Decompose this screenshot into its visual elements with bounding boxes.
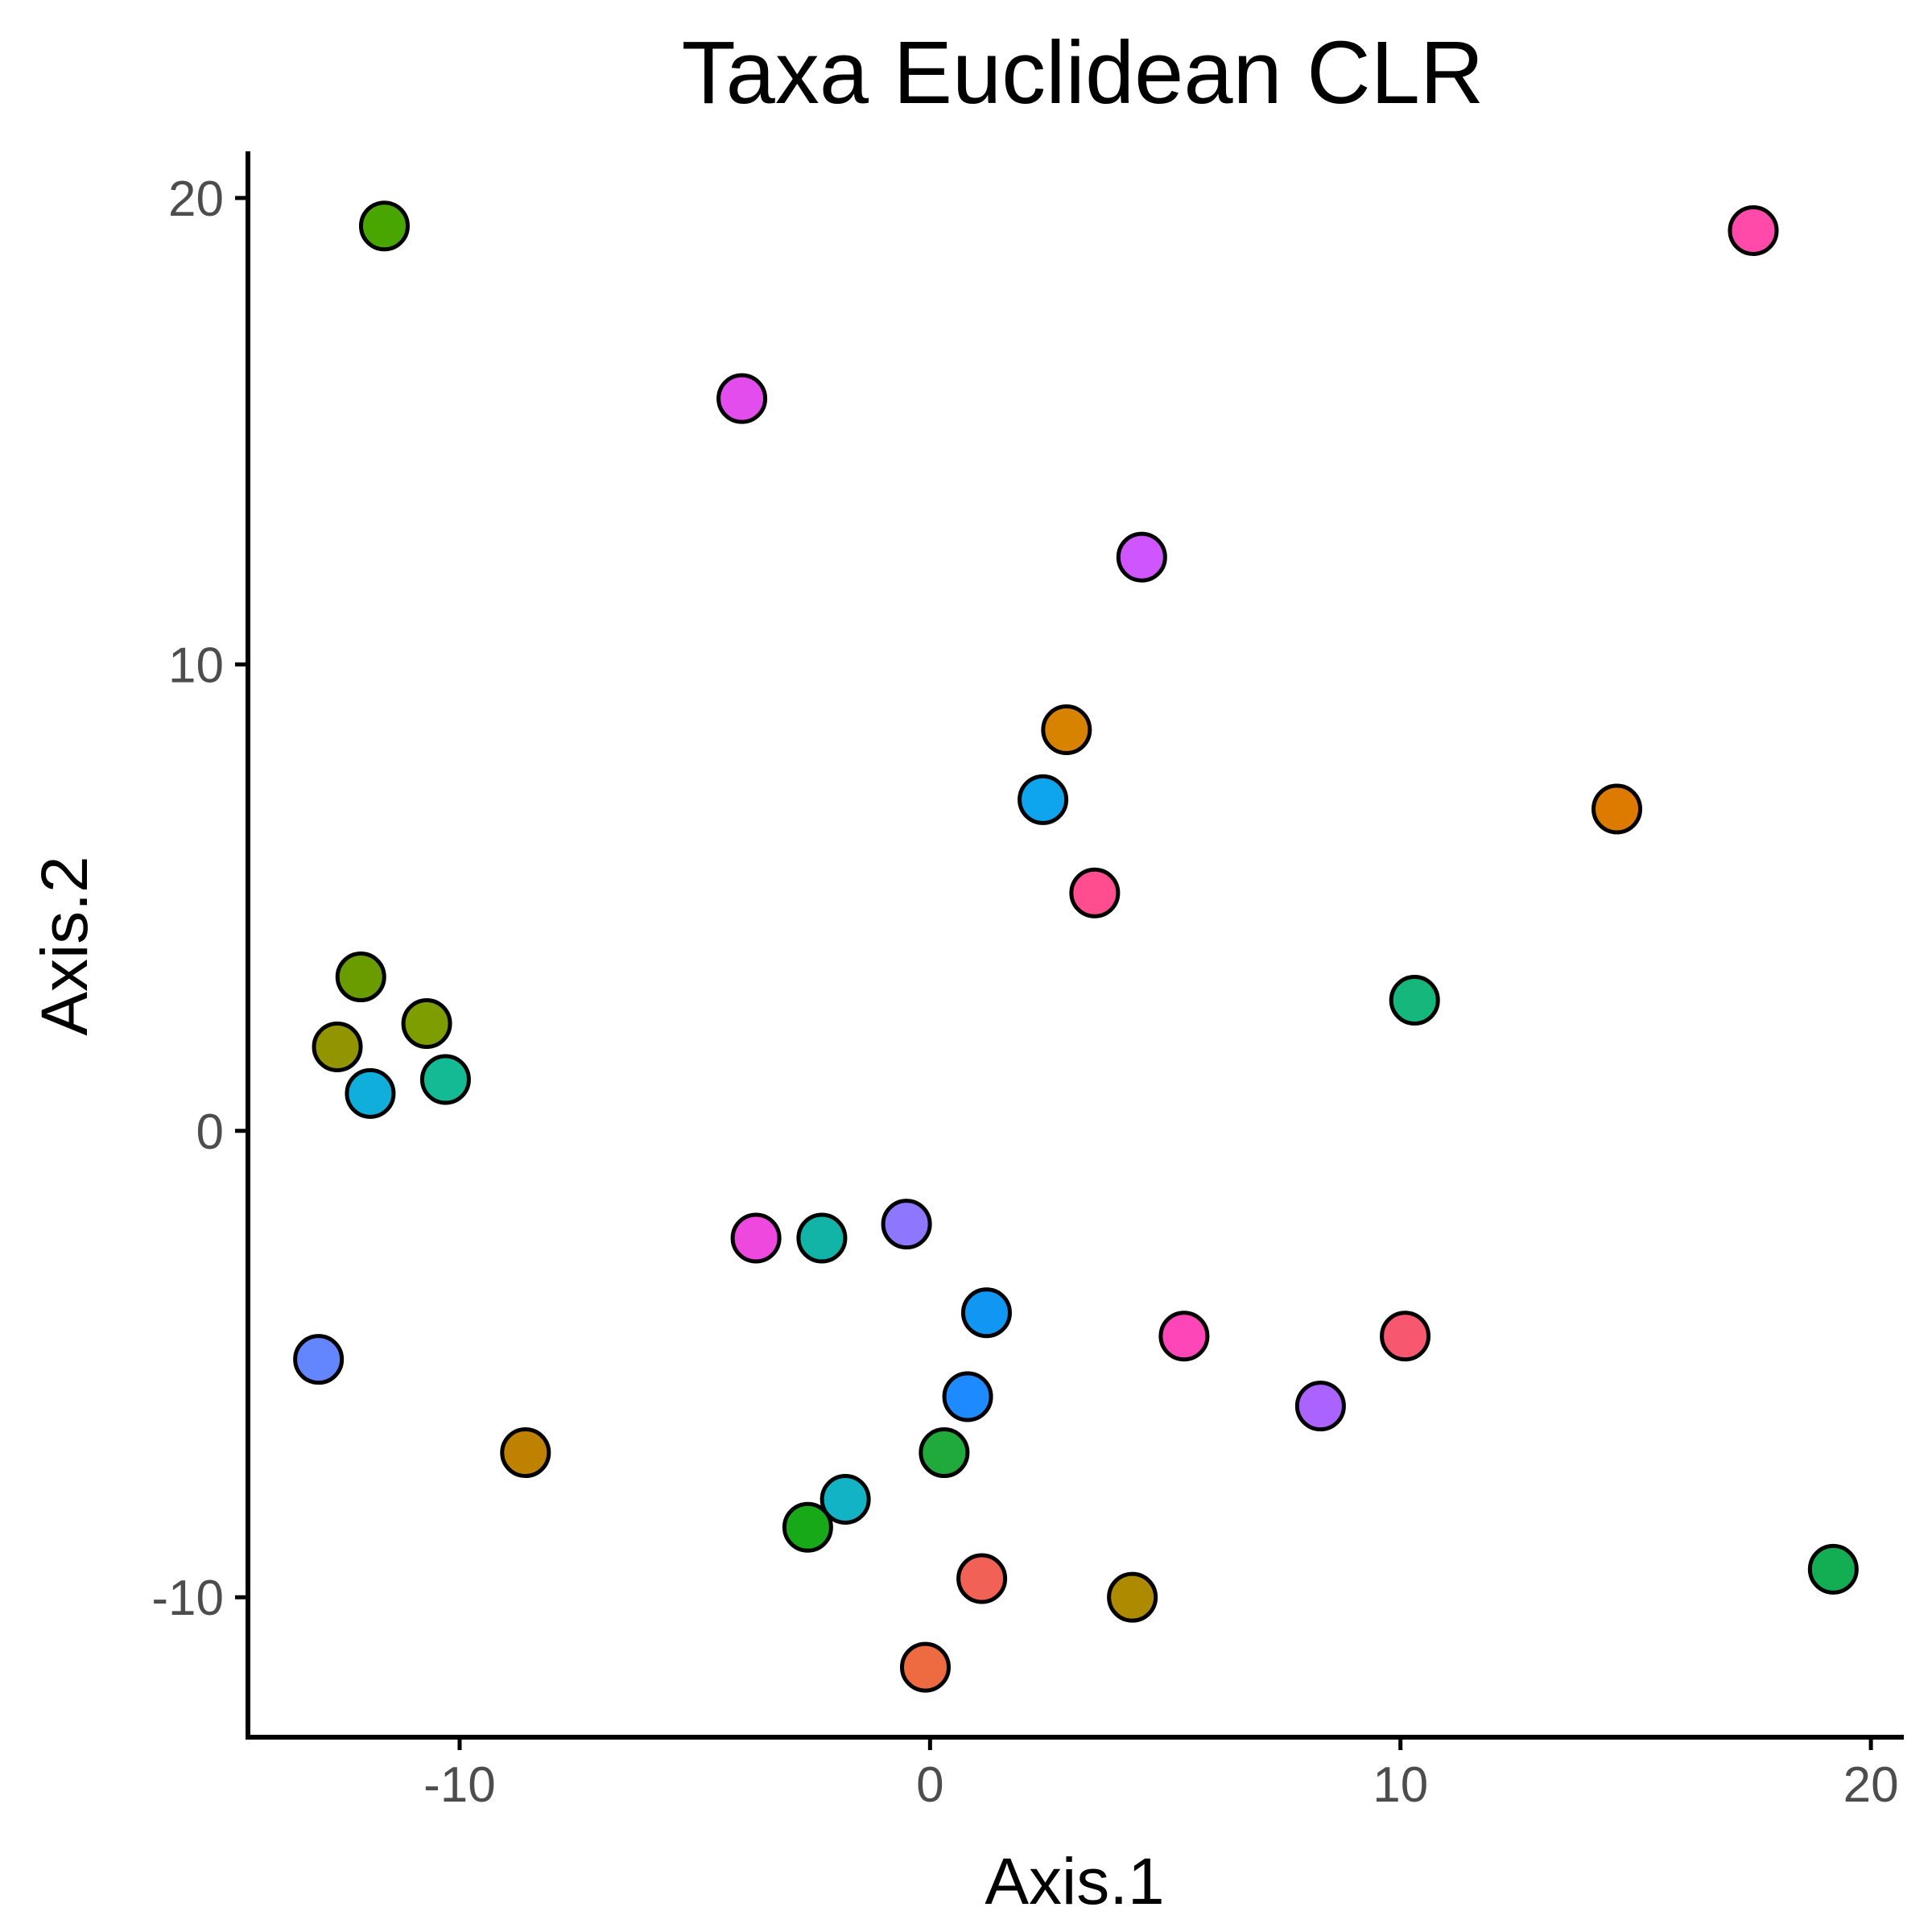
data-point (960, 1287, 1012, 1339)
data-point (919, 1427, 970, 1479)
data-point (401, 998, 452, 1049)
y-tick-label: 0 (196, 1104, 224, 1160)
data-point (1069, 867, 1121, 919)
data-point (716, 373, 768, 424)
data-point (1728, 205, 1779, 256)
data-point (1294, 1381, 1346, 1432)
data-point (345, 1067, 396, 1119)
data-point (1380, 1311, 1431, 1362)
data-point (335, 952, 386, 1003)
data-point (500, 1427, 551, 1479)
data-point (1107, 1571, 1158, 1623)
data-point (881, 1199, 932, 1250)
data-point (782, 1501, 833, 1553)
x-tick-label: -10 (423, 1757, 496, 1813)
x-tick-label: 0 (916, 1757, 943, 1813)
x-axis-title: Axis.1 (985, 1845, 1164, 1918)
data-point (730, 1212, 782, 1264)
data-point (1807, 1543, 1859, 1595)
y-tick-label: 20 (168, 171, 224, 227)
data-point (1389, 975, 1440, 1026)
data-point (293, 1334, 345, 1385)
x-tick-label: 20 (1843, 1757, 1899, 1813)
data-point (819, 1474, 871, 1525)
data-point (1116, 531, 1167, 583)
y-ticks: -10 0 10 20 (151, 171, 248, 1626)
data-point (1018, 774, 1069, 825)
data-point (942, 1371, 993, 1422)
y-axis-title: Axis.2 (28, 856, 101, 1035)
y-tick-label: -10 (151, 1571, 224, 1626)
data-point (1591, 783, 1643, 835)
data-point (900, 1641, 951, 1693)
data-point (312, 1021, 363, 1072)
data-points (293, 200, 1859, 1693)
data-point (358, 200, 410, 252)
data-point (1041, 704, 1092, 755)
data-point (1158, 1311, 1210, 1362)
data-point (956, 1553, 1008, 1604)
data-point (419, 1054, 471, 1105)
data-point (796, 1212, 848, 1264)
y-tick-label: 10 (168, 638, 224, 693)
x-ticks: -10 0 10 20 (423, 1737, 1899, 1813)
axes (246, 151, 1904, 1740)
chart-title: Taxa Euclidean CLR (682, 23, 1484, 122)
x-tick-label: 10 (1373, 1757, 1428, 1813)
